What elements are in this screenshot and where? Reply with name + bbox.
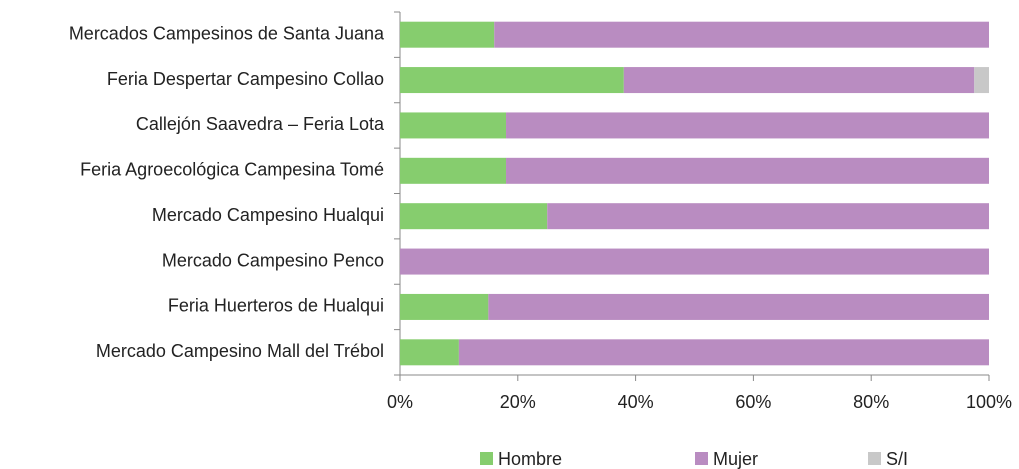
bar-segment	[506, 112, 989, 139]
bar-segment	[400, 112, 507, 139]
category-label: Feria Despertar Campesino Collao	[107, 69, 384, 89]
bar-segment	[974, 67, 989, 94]
bar-segment	[506, 157, 989, 184]
bar-segment	[494, 21, 989, 48]
legend-swatch	[695, 452, 708, 465]
bar-segment	[400, 248, 989, 275]
x-tick-label: 40%	[618, 392, 654, 412]
x-tick-label: 60%	[735, 392, 771, 412]
bar-segment	[623, 67, 975, 94]
category-label: Mercado Campesino Mall del Trébol	[96, 341, 384, 361]
bar-segment	[400, 157, 507, 184]
x-tick-label: 80%	[853, 392, 889, 412]
category-label: Mercados Campesinos de Santa Juana	[69, 23, 385, 43]
legend-label: Hombre	[498, 449, 562, 469]
category-label: Feria Huerteros de Hualqui	[168, 296, 384, 316]
category-label: Mercado Campesino Penco	[162, 250, 384, 270]
bar-segment	[547, 203, 989, 230]
x-tick-label: 100%	[966, 392, 1012, 412]
category-label: Callejón Saavedra – Feria Lota	[136, 114, 385, 134]
bar-segment	[400, 21, 495, 48]
bar-segment	[458, 339, 989, 366]
legend-swatch	[868, 452, 881, 465]
legend-label: Mujer	[713, 449, 758, 469]
bar-segment	[488, 293, 989, 320]
x-tick-label: 0%	[387, 392, 413, 412]
bar-segment	[400, 293, 489, 320]
bar-segment	[400, 203, 548, 230]
legend-label: S/I	[886, 449, 908, 469]
category-label: Mercado Campesino Hualqui	[152, 205, 384, 225]
category-label: Feria Agroecológica Campesina Tomé	[80, 160, 384, 180]
bar-segment	[400, 339, 459, 366]
bar-segment	[400, 67, 624, 94]
legend-swatch	[480, 452, 493, 465]
x-tick-label: 20%	[500, 392, 536, 412]
